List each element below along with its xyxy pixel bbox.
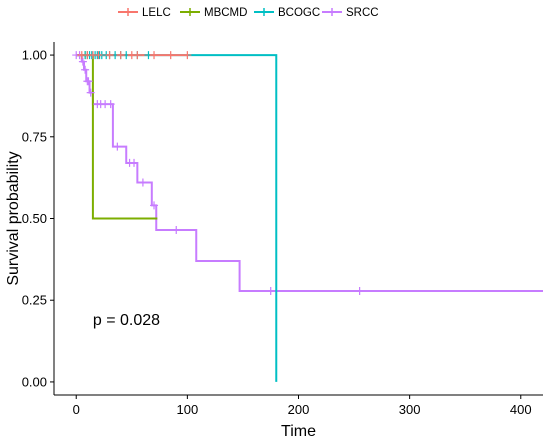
censor-mark-lelc [116, 51, 125, 60]
legend-label-lelc: LELC [142, 7, 171, 19]
censor-mark-srcc [86, 88, 95, 97]
x-tick-label: 200 [288, 402, 310, 417]
y-tick-label: 0.50 [22, 211, 47, 226]
legend-marker-bcogc [260, 8, 268, 16]
legend-label-srcc: SRCC [346, 7, 379, 19]
censor-mark-srcc [106, 100, 115, 109]
censor-mark-srcc [113, 142, 122, 151]
p-value-annotation: p = 0.028 [93, 312, 160, 329]
x-tick-label: 400 [510, 402, 532, 417]
legend-marker-lelc [124, 8, 132, 16]
legend-item-lelc: LELC [118, 7, 171, 19]
censor-mark-lelc [94, 51, 103, 60]
x-tick-label: 100 [177, 402, 199, 417]
censor-mark-srcc [172, 225, 181, 234]
series-line-srcc [76, 54, 543, 293]
x-tick-label: 300 [399, 402, 421, 417]
y-tick-label: 0.00 [22, 374, 47, 389]
x-ticks: 0 100 200 300 400 [73, 395, 532, 417]
legend-item-srcc: SRCC [322, 7, 379, 19]
censor-mark-srcc [84, 77, 93, 86]
series-layer [76, 54, 543, 382]
censor-mark-srcc [150, 201, 159, 210]
censor-mark-srcc [78, 57, 87, 66]
y-tick-label: 1.00 [22, 48, 47, 63]
censor-mark-srcc [355, 287, 364, 296]
censor-mark-srcc [266, 287, 275, 296]
legend-label-bcogc: BCOGC [278, 7, 320, 19]
censor-mark-lelc [166, 51, 175, 60]
censor-marks [72, 51, 364, 296]
y-axis-title: Survival probability [5, 151, 22, 285]
legend-label-mbcmd: MBCMD [204, 7, 247, 19]
censor-mark-lelc [105, 51, 114, 60]
x-tick-label: 0 [73, 402, 80, 417]
censor-mark-lelc [150, 51, 159, 60]
legend: LELC MBCMD BCOGC SRCC [118, 7, 379, 19]
x-axis-title: Time [281, 423, 316, 440]
legend-marker-mbcmd [186, 8, 194, 16]
legend-marker-srcc [328, 8, 336, 16]
censor-mark-srcc [130, 158, 139, 167]
y-tick-label: 0.25 [22, 293, 47, 308]
legend-item-bcogc: BCOGC [254, 7, 320, 19]
censor-mark-srcc [138, 178, 147, 187]
legend-item-mbcmd: MBCMD [180, 7, 247, 19]
censor-mark-lelc [133, 51, 142, 60]
y-ticks: 0.00 0.25 0.50 0.75 1.00 [22, 48, 54, 389]
censor-mark-lelc [183, 51, 192, 60]
y-tick-label: 0.75 [22, 129, 47, 144]
censor-mark-srcc [81, 65, 90, 74]
